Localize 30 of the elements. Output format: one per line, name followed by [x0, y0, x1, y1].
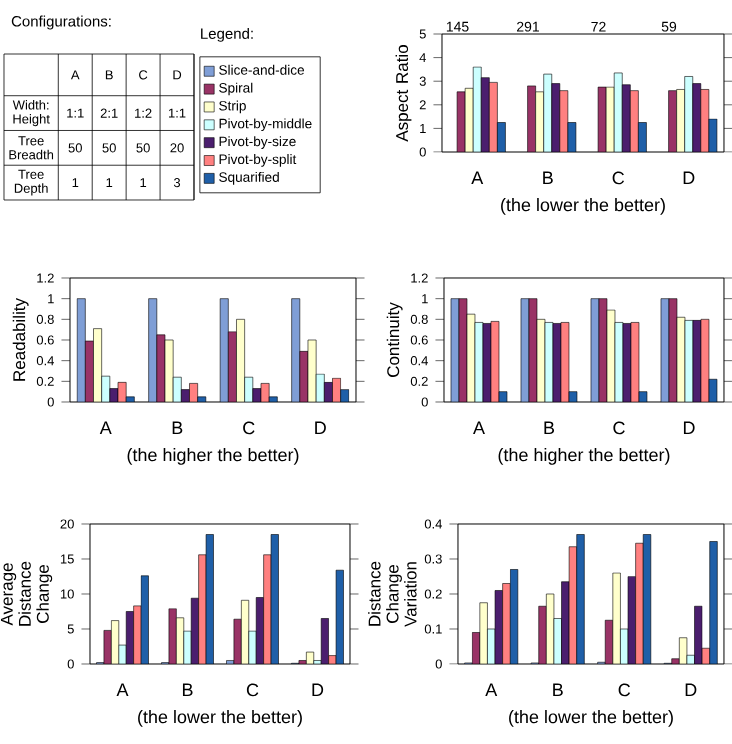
x-tick-label: B [553, 683, 563, 696]
x-axis-title: (the lower the better) [138, 710, 302, 727]
x-axis-title: (the lower the better) [501, 198, 665, 215]
x-tick-label: B [182, 683, 193, 696]
x-tick-label: D [312, 683, 324, 696]
x-axis-title: (the higher the better) [127, 448, 299, 465]
x-axis-title: (the lower the better) [509, 710, 673, 727]
y-axis-title: Distance Change Variation [368, 561, 417, 627]
x-tick-label: D [315, 421, 326, 434]
x-tick-label: A [485, 683, 498, 696]
x-tick-label: D [683, 421, 695, 434]
x-tick-label: A [99, 421, 112, 434]
x-tick-label: A [473, 421, 485, 434]
x-tick-label: C [618, 683, 631, 697]
y-axis-title: Readability [12, 298, 29, 381]
x-tick-label: D [685, 683, 697, 696]
x-tick-label: B [172, 421, 183, 434]
y-axis-title: Average Distance Change [0, 561, 53, 626]
y-axis-title: Continuity [386, 302, 403, 377]
x-tick-label: B [543, 171, 553, 184]
x-axis-title: (the higher the better) [498, 448, 670, 465]
y-axis-title: Aspect Ratio [395, 45, 412, 142]
x-tick-label: C [243, 421, 255, 435]
x-tick-label: C [246, 683, 259, 697]
x-tick-label: A [471, 171, 484, 184]
x-tick-label: A [116, 683, 129, 696]
x-tick-label: B [544, 421, 555, 434]
x-tick-label: C [613, 421, 625, 435]
x-tick-label: D [683, 171, 695, 184]
x-tick-label: C [612, 171, 625, 185]
